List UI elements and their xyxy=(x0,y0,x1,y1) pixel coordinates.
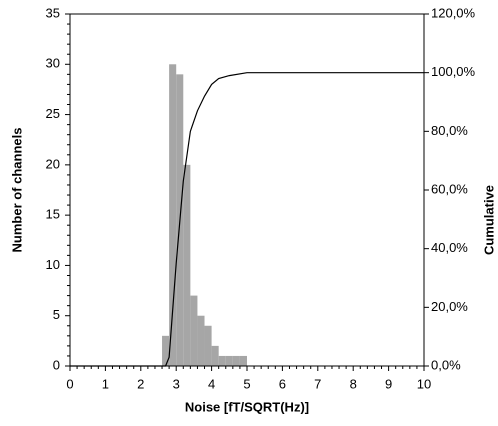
y-tick-label: 25 xyxy=(46,106,60,121)
y-tick-label: 35 xyxy=(46,5,60,20)
bar xyxy=(218,355,226,366)
bar xyxy=(211,345,219,366)
x-tick-label: 2 xyxy=(137,376,144,391)
y2-tick-label: 60,0% xyxy=(431,181,468,196)
x-tick-label: 7 xyxy=(314,376,321,391)
y-tick-label: 5 xyxy=(53,307,60,322)
bar xyxy=(190,295,198,366)
bar xyxy=(239,355,247,366)
bar xyxy=(183,164,191,366)
y2-tick-label: 20,0% xyxy=(431,299,468,314)
cumulative-line xyxy=(70,72,424,367)
y2-tick-label: 80,0% xyxy=(431,123,468,138)
plot-frame xyxy=(69,13,425,367)
y-tick-label: 10 xyxy=(46,257,60,272)
y-tick-label: 30 xyxy=(46,56,60,71)
x-tick-label: 10 xyxy=(417,376,431,391)
bar xyxy=(225,355,233,366)
bar xyxy=(169,64,177,367)
y2-tick-label: 100,0% xyxy=(431,64,476,79)
x-tick-label: 9 xyxy=(385,376,392,391)
y-tick-label: 15 xyxy=(46,207,60,222)
bar xyxy=(204,325,212,366)
x-tick-label: 0 xyxy=(66,376,73,391)
y2-tick-label: 40,0% xyxy=(431,240,468,255)
x-tick-label: 3 xyxy=(173,376,180,391)
x-tick-label: 1 xyxy=(102,376,109,391)
y2-axis-title: Cumulative xyxy=(481,185,496,255)
x-tick-label: 5 xyxy=(243,376,250,391)
x-tick-label: 8 xyxy=(350,376,357,391)
x-axis-title: Noise [fT/SQRT(Hz)] xyxy=(185,399,309,414)
x-tick-label: 6 xyxy=(279,376,286,391)
y2-tick-label: 0,0% xyxy=(431,357,461,372)
y-tick-label: 20 xyxy=(46,156,60,171)
y2-tick-label: 120,0% xyxy=(431,5,476,20)
bar xyxy=(162,335,170,366)
bar xyxy=(232,355,240,366)
y-tick-label: 0 xyxy=(53,357,60,372)
x-tick-label: 4 xyxy=(208,376,215,391)
bar xyxy=(197,315,205,366)
y-axis-title: Number of channels xyxy=(9,128,24,253)
